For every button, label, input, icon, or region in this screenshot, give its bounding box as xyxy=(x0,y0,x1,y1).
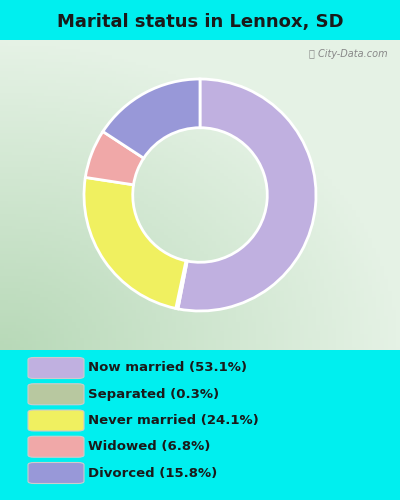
Wedge shape xyxy=(85,132,144,185)
Text: Separated (0.3%): Separated (0.3%) xyxy=(88,388,219,401)
FancyBboxPatch shape xyxy=(28,462,84,483)
Wedge shape xyxy=(178,79,316,311)
Text: Marital status in Lennox, SD: Marital status in Lennox, SD xyxy=(57,13,343,31)
Text: Now married (53.1%): Now married (53.1%) xyxy=(88,362,247,374)
Text: Never married (24.1%): Never married (24.1%) xyxy=(88,414,259,427)
Text: Ⓜ City-Data.com: Ⓜ City-Data.com xyxy=(309,50,388,59)
FancyBboxPatch shape xyxy=(28,410,84,431)
FancyBboxPatch shape xyxy=(28,436,84,457)
Wedge shape xyxy=(84,178,186,308)
Wedge shape xyxy=(103,79,200,158)
Text: Widowed (6.8%): Widowed (6.8%) xyxy=(88,440,210,453)
FancyBboxPatch shape xyxy=(28,358,84,378)
Text: Divorced (15.8%): Divorced (15.8%) xyxy=(88,466,217,479)
FancyBboxPatch shape xyxy=(28,384,84,405)
Wedge shape xyxy=(176,261,187,309)
